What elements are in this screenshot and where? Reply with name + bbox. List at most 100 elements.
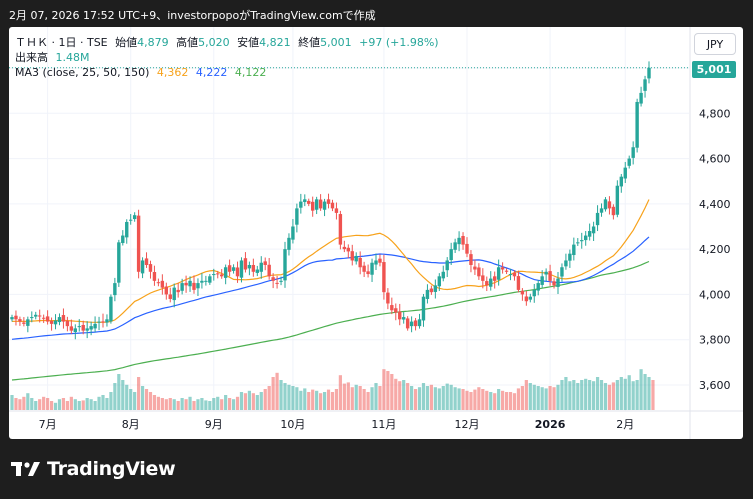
volume-bar [635, 380, 639, 410]
candle-body [208, 276, 212, 283]
volume-bar [263, 389, 267, 410]
volume-bar [465, 390, 469, 410]
candle-body [536, 283, 540, 291]
candle-body [231, 267, 236, 271]
candle-body [192, 282, 196, 290]
volume-bar [109, 392, 113, 410]
candle-body [552, 281, 556, 286]
volume-label[interactable]: 出来高 [15, 51, 48, 64]
candle-body [251, 264, 256, 272]
volume-bar [73, 399, 77, 410]
candle [267, 257, 271, 280]
volume-bar [334, 389, 339, 410]
candle [477, 263, 481, 280]
volume-bar [512, 393, 517, 410]
candle-body [45, 316, 50, 322]
candle [508, 268, 513, 281]
volume-bar [69, 396, 73, 410]
candle-body [485, 281, 489, 286]
candle [560, 263, 564, 282]
candle-body [259, 262, 263, 272]
candle [405, 316, 410, 331]
candle-body [128, 219, 133, 221]
candle-body [295, 208, 299, 225]
volume-bar [592, 381, 596, 410]
candle [41, 314, 46, 323]
volume-bar [528, 383, 532, 410]
volume-bar [283, 383, 287, 410]
candle-body [603, 199, 608, 210]
chart-panel[interactable]: 4,800 4,600 4,400 4,200 4,000 3,800 3,600 7月 8月 9… [9, 27, 743, 439]
candle-body [382, 262, 386, 293]
candle-body [326, 199, 331, 204]
candle [492, 271, 497, 289]
ma25-value: 4,362 [156, 66, 189, 79]
candle-body [37, 315, 42, 317]
candle [279, 276, 283, 286]
candle [14, 310, 18, 326]
candle [354, 252, 358, 265]
change-value: +97 (+1.98%) [359, 36, 439, 49]
volume-bar [22, 396, 26, 410]
candle [572, 237, 576, 261]
ma-indicator-label[interactable]: MA3 (close, 25, 50, 150) [15, 66, 150, 79]
candle [421, 293, 426, 327]
candle [437, 273, 442, 292]
candle [299, 193, 303, 214]
candle-body [132, 215, 137, 220]
volume-bar [204, 400, 208, 410]
candle-body [556, 278, 560, 287]
volume-bar [137, 377, 141, 410]
volume-bar [228, 398, 232, 410]
volume-bar [556, 384, 560, 410]
tradingview-logo[interactable]: TradingView [11, 458, 176, 480]
candle [520, 288, 525, 301]
volume-bar [639, 369, 643, 410]
candle-body [599, 208, 604, 213]
currency-button[interactable]: JPY [694, 33, 736, 55]
candle-body [69, 326, 74, 331]
last-price-label: 5,001 [692, 61, 736, 78]
candle-body [623, 167, 627, 179]
candle-body [287, 237, 291, 250]
candle-body [247, 264, 252, 269]
price-chart[interactable]: 4,800 4,600 4,400 4,200 4,000 3,800 3,600 7月 8月 9… [9, 27, 743, 439]
candle [504, 268, 509, 275]
time-axis-label: 10月 [280, 418, 305, 431]
volume-bar [144, 389, 149, 410]
candle [69, 319, 74, 335]
volume-bar [386, 371, 390, 410]
volume-bar [81, 400, 85, 410]
volume-bar [231, 399, 236, 410]
volume-bar [485, 390, 489, 410]
candle [160, 274, 165, 295]
candle-body [540, 276, 544, 285]
candle [362, 261, 366, 277]
volume-bar [508, 392, 513, 410]
candle-body [271, 277, 275, 281]
volume-bar [188, 396, 192, 410]
candle [635, 98, 639, 153]
candle-body [49, 320, 54, 324]
candle-body [235, 267, 240, 277]
candle-body [140, 260, 145, 274]
candle [580, 232, 584, 249]
candle-body [303, 199, 307, 203]
candle [552, 277, 556, 289]
candle [140, 257, 145, 279]
candle-body [61, 315, 66, 322]
volume-bar [275, 372, 279, 410]
ma50-line [11, 236, 650, 340]
volume-bar [319, 393, 323, 410]
candle-body [358, 257, 362, 268]
price-axis-label: 4,400 [699, 198, 731, 211]
candle [386, 288, 390, 310]
candle [239, 257, 244, 283]
symbol-label[interactable]: ＴＨＫ · 1日 · TSE [15, 36, 108, 49]
volume-bar [299, 390, 303, 410]
candle-body [314, 199, 319, 210]
candle-body [449, 249, 453, 261]
candle [144, 252, 149, 268]
candle [164, 282, 169, 300]
volume-bar [121, 380, 125, 410]
